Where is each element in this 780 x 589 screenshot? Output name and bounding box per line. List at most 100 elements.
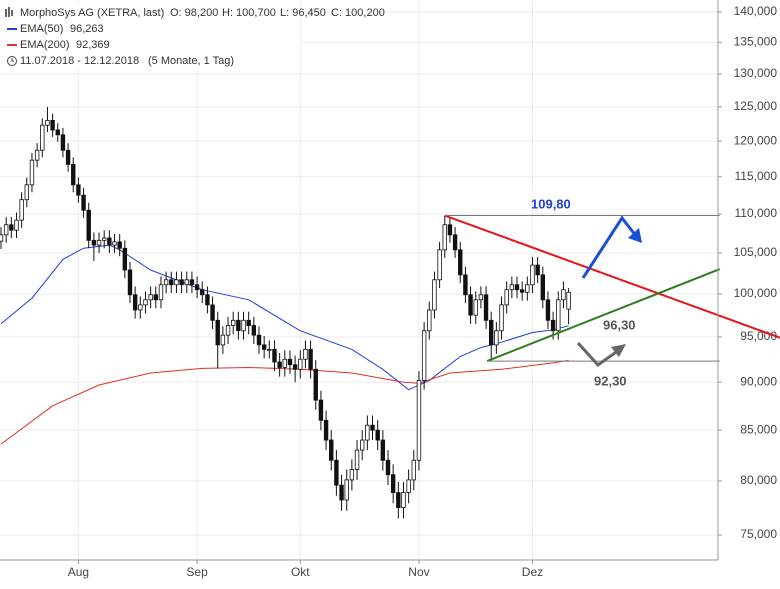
candle-body [24,184,29,201]
y-tick-label: 130,000 [734,66,778,80]
candle-body [540,274,545,301]
candle-body [91,239,97,246]
grid-layer: 75,000 80,000 85,000 90,000 95,000 100,000 105… [0,0,777,579]
y-tick-label: 85,000 [740,422,777,436]
candle-body [194,284,200,291]
candle-body [132,294,138,311]
ema-line [0,359,569,445]
x-tick-label: Nov [408,565,429,579]
candle-body [272,348,277,363]
candle-body [143,299,148,306]
header-close: C: 100,200 [331,7,385,19]
candle-body [236,319,241,332]
candle-body [34,149,40,161]
candle-body [148,294,153,301]
candle-body [292,364,298,370]
legend-name: EMA(200) [20,39,70,51]
arrow-head [611,344,626,357]
candle-body [313,368,318,401]
candle-body [261,344,267,350]
candle-body [432,279,437,311]
header-high: H: 100,700 [222,7,276,19]
candle-body [458,249,463,276]
candle-body [550,319,556,332]
x-tick-label: Sep [186,565,208,579]
candle-body [71,164,76,186]
candle-body [561,289,566,301]
target-label: 96,30 [603,317,636,332]
candle-body [344,479,349,501]
candle-body [359,439,365,451]
y-tick-label: 105,000 [734,245,778,259]
candle-body [215,319,220,346]
candle-body [416,379,422,461]
candle-body [179,279,184,286]
candle-body [241,319,246,332]
candle-body [334,459,339,486]
legend-value: 96,263 [70,23,104,35]
candle-body [81,194,86,211]
candle-body [184,279,189,286]
x-tick-label: Aug [68,565,89,579]
candle-body [9,224,14,231]
trend-line [486,268,721,363]
candle-body [153,294,158,301]
candle-body [76,184,81,196]
candle-body [107,237,112,246]
arrow-head [628,228,642,243]
candle-body [298,358,303,370]
candle-body [406,479,411,493]
candle-body [365,424,370,441]
candle-body [163,279,169,286]
candle-body [14,219,19,231]
legend-value: 92,369 [76,39,110,51]
candle-body [380,439,386,461]
y-tick-label: 125,000 [734,99,778,113]
candle-body [19,199,24,221]
candle-body [189,279,195,286]
candle-body [504,289,509,306]
candle-body [375,429,380,441]
candle-body [220,334,226,346]
header-low: L: 96,450 [280,7,326,19]
candle-body [40,124,45,151]
candle-body [246,319,251,326]
candle-body [396,492,401,508]
y-tick-label: 90,000 [740,374,777,388]
y-tick-label: 120,000 [734,133,778,147]
candle-body [483,294,489,321]
candle-body [437,249,442,281]
header-open: O: 98,200 [170,7,218,19]
header-title: MorphoSys AG (XETRA, last) [20,7,164,19]
candle-body [127,269,133,296]
y-tick-label: 95,000 [740,329,777,343]
candle-body [390,474,396,493]
x-tick-label: Dez [522,565,543,579]
icon [5,7,13,17]
candle-body [117,241,122,249]
candle-body [370,424,375,431]
candle-body [60,134,66,151]
candle-body [256,334,262,346]
clock-hands [11,58,14,62]
candle-body [251,325,257,336]
candle-body [488,319,494,346]
candle-body [519,289,525,293]
gray-arrow [576,341,620,367]
candle-body [158,284,164,301]
header: MorphoSys AG (XETRA, last) O: 98,200 H: … [0,2,385,70]
candle-body [514,284,520,291]
candle-body [303,348,308,360]
candle-body [473,299,478,316]
candle-body [566,291,571,310]
candle-body [318,399,324,421]
clock-icon [7,56,17,66]
candle-body [354,449,360,470]
header-period: 11.07.2018 - 12.12.2018 [20,55,139,67]
candle-body [478,294,484,301]
candle-body [205,294,210,306]
plot-layer [0,106,780,519]
y-tick-label: 140,000 [734,4,778,18]
y-tick-label: 110,000 [735,206,778,220]
